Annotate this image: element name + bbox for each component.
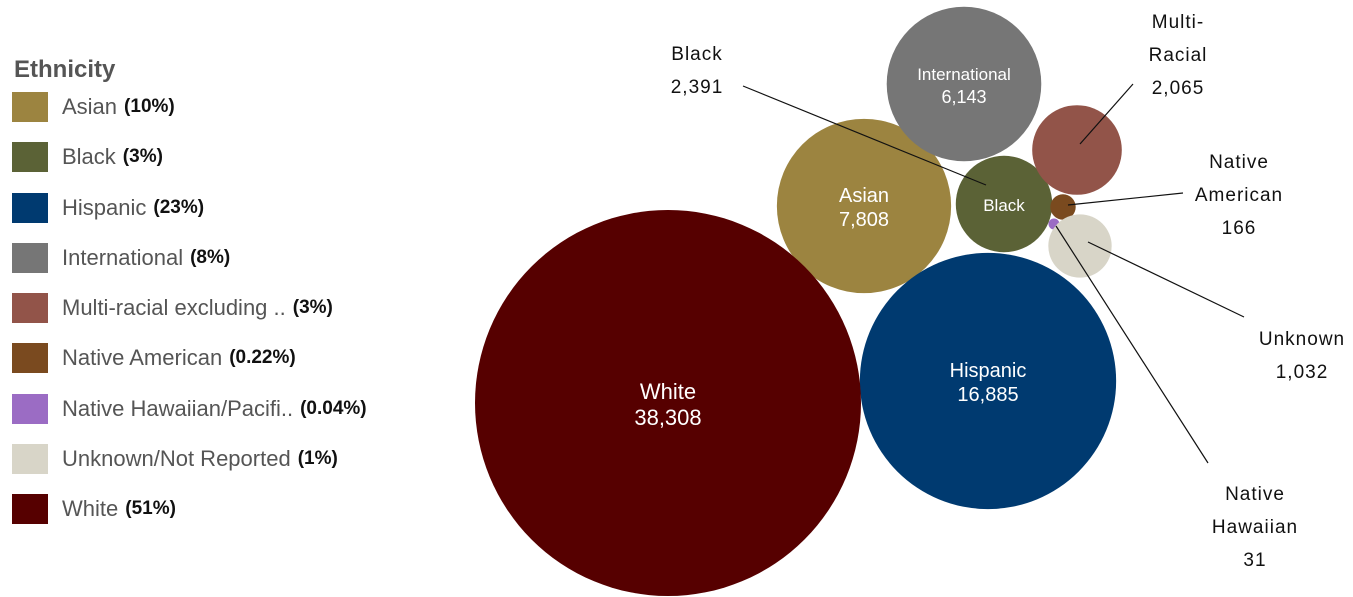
bubble-label-international: International (917, 65, 1011, 84)
legend: Ethnicity Asian (10%) Black (3%) Hispanic (23… (12, 52, 472, 525)
legend-swatch (12, 92, 48, 122)
bubble-white[interactable] (475, 210, 861, 596)
callout-text-multi-racial: Multi- (1152, 12, 1204, 33)
legend-label: Black (62, 144, 116, 170)
bubble-value-asian: 7,808 (839, 209, 889, 231)
callout-text-unknown: 1,032 (1276, 362, 1329, 383)
callout-text-black: Black (671, 44, 722, 65)
bubble-label-hispanic: Hispanic (950, 360, 1027, 382)
bubble-value-white: 38,308 (634, 405, 701, 430)
legend-percent: (23%) (153, 196, 205, 218)
legend-item-unknown[interactable]: Unknown/Not Reported (1%) (12, 444, 472, 475)
legend-swatch (12, 142, 48, 173)
bubble-value-international: 6,143 (941, 87, 986, 107)
bubble-multi-racial[interactable] (1032, 105, 1122, 195)
callout-line-multi-racial (1079, 83, 1134, 145)
legend-label: Native Hawaiian/Pacifi.. (62, 395, 294, 421)
legend-items: Asian (10%) Black (3%) Hispanic (23%) Internat… (12, 92, 472, 525)
legend-item-asian[interactable]: Asian (10%) (12, 92, 472, 122)
legend-item-international[interactable]: International (8%) (12, 242, 472, 273)
legend-title: Ethnicity (14, 56, 116, 83)
bubble-international[interactable] (886, 6, 1042, 162)
bubble-label-white: White (640, 379, 696, 404)
callout-line-unknown (1087, 241, 1245, 318)
legend-percent: (0.04%) (300, 397, 367, 419)
callout-text-black: 2,391 (671, 77, 724, 98)
legend-percent: (3%) (122, 146, 163, 168)
legend-label: International (62, 244, 184, 270)
callout-text-native-hawaiian: 31 (1243, 550, 1266, 571)
callout-text-native-american: Native (1209, 152, 1269, 173)
legend-item-black[interactable]: Black (3%) (12, 142, 472, 173)
legend-label: Unknown/Not Reported (62, 446, 291, 472)
callout-text-native-american: 166 (1222, 218, 1257, 239)
legend-percent: (1%) (297, 448, 338, 470)
callout-text-native-hawaiian: Hawaiian (1212, 517, 1298, 538)
callout-text-native-hawaiian: Native (1225, 484, 1285, 505)
legend-swatch (12, 343, 48, 374)
bubble-value-hispanic: 16,885 (957, 384, 1018, 406)
legend-percent: (10%) (124, 96, 175, 117)
legend-label: Hispanic (62, 194, 147, 220)
legend-swatch (12, 494, 48, 525)
legend-percent: (8%) (190, 246, 231, 268)
legend-item-hispanic[interactable]: Hispanic (23%) (12, 192, 472, 223)
bubble-native-american[interactable] (1050, 194, 1076, 220)
legend-swatch (12, 444, 48, 475)
bubble-unknown[interactable] (1048, 214, 1112, 278)
legend-label: Native American (62, 345, 223, 371)
legend-percent: (51%) (125, 498, 176, 520)
callout-text-multi-racial: Racial (1149, 45, 1208, 66)
legend-item-native-hawaiian[interactable]: Native Hawaiian/Pacifi.. (0.04%) (12, 393, 472, 424)
legend-swatch (12, 192, 48, 223)
callout-text-native-american: American (1195, 185, 1283, 206)
legend-label: White (62, 496, 119, 522)
legend-item-white[interactable]: White (51%) (12, 494, 472, 525)
legend-item-multi-racial[interactable]: Multi-racial excluding .. (3%) (12, 293, 472, 324)
legend-label: Asian (62, 94, 118, 119)
callout-line-native-hawaiian (1055, 225, 1209, 464)
bubble-asian[interactable] (776, 118, 952, 294)
callout-line-black (742, 85, 987, 186)
callout-text-multi-racial: 2,065 (1152, 78, 1205, 99)
callout-line-native-american (1067, 192, 1184, 206)
legend-percent: (3%) (292, 297, 333, 319)
bubble-hispanic[interactable] (859, 252, 1117, 510)
callout-text-unknown: Unknown (1259, 329, 1345, 350)
bubble-label-black: Black (983, 196, 1025, 215)
legend-swatch (12, 393, 48, 424)
legend-percent: (0.22%) (229, 347, 296, 369)
legend-label: Multi-racial excluding .. (62, 295, 286, 321)
bubble-black[interactable] (955, 155, 1053, 253)
legend-swatch (12, 242, 48, 273)
legend-swatch (12, 293, 48, 324)
bubble-label-asian: Asian (839, 185, 889, 207)
legend-item-native-american[interactable]: Native American (0.22%) (12, 343, 472, 374)
